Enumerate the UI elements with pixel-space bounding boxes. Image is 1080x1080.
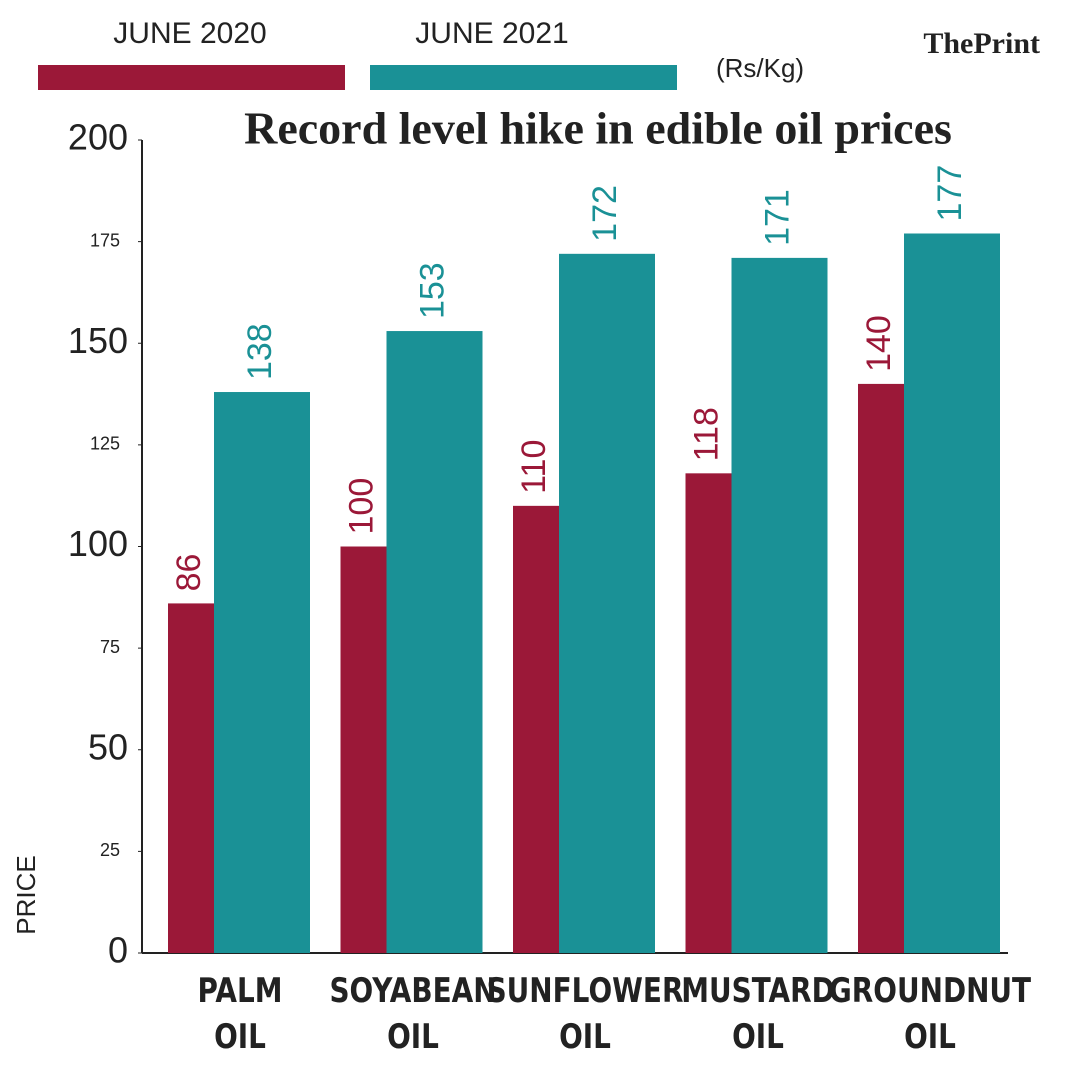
bar — [340, 546, 387, 953]
x-tick-label: SOYABEAN OIL — [328, 971, 497, 1057]
bar — [386, 331, 483, 953]
x-tick-label: PALM OIL — [197, 971, 283, 1057]
bar — [731, 257, 828, 953]
value-label: 172 — [586, 185, 624, 242]
bar — [858, 383, 904, 953]
legend-label: JUNE 2021 — [415, 17, 568, 50]
unit-label: (Rs/Kg) — [716, 53, 804, 83]
y-tick-label: 0 — [108, 930, 128, 971]
y-tick-label: 50 — [88, 726, 128, 767]
value-label: 86 — [170, 554, 208, 592]
logo: ThePrint — [923, 27, 1040, 60]
bar — [559, 253, 655, 953]
x-tick-label: SUNFLOWER OIL — [486, 971, 684, 1057]
legend-swatch — [38, 65, 345, 90]
value-label: 171 — [758, 189, 796, 246]
y-axis-label: PRICE — [11, 855, 41, 934]
y-tick-label: 75 — [100, 637, 120, 657]
legend-swatch — [370, 65, 677, 90]
bar — [685, 473, 732, 953]
y-tick-label: 125 — [90, 434, 120, 454]
value-label: 110 — [515, 440, 553, 494]
bar — [168, 603, 214, 953]
y-tick-label: 175 — [90, 230, 120, 250]
x-tick-label: MUSTARD OIL — [680, 971, 835, 1057]
bar — [904, 233, 1000, 953]
value-label: 140 — [860, 315, 898, 372]
y-tick-label: 100 — [68, 523, 128, 564]
legend-label: JUNE 2020 — [113, 17, 266, 50]
value-label: 118 — [687, 407, 725, 461]
x-tick-label: GROUNDNUT OIL — [828, 971, 1032, 1057]
value-label: 138 — [241, 323, 279, 380]
value-label: 177 — [931, 165, 969, 222]
y-tick-label: 200 — [68, 117, 128, 158]
bar — [513, 505, 559, 953]
value-label: 153 — [413, 262, 451, 319]
value-label: 100 — [342, 478, 380, 535]
y-tick-label: 150 — [68, 320, 128, 361]
y-tick-label: 25 — [100, 840, 120, 860]
bar — [214, 392, 310, 953]
chart-title: Record level hike in edible oil prices — [244, 103, 952, 154]
